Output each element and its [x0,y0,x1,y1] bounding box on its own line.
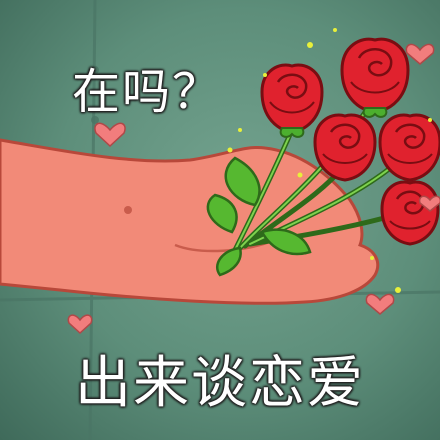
sparkle-icon [227,28,432,293]
leaf-icon [206,156,312,277]
heart-icon [67,43,440,335]
rose-icon [260,37,440,246]
bottom-caption: 出来谈恋爱 [75,351,365,416]
hand-freckle [124,206,132,214]
top-caption: 在吗？ [72,64,223,120]
hand-arm [0,138,380,305]
